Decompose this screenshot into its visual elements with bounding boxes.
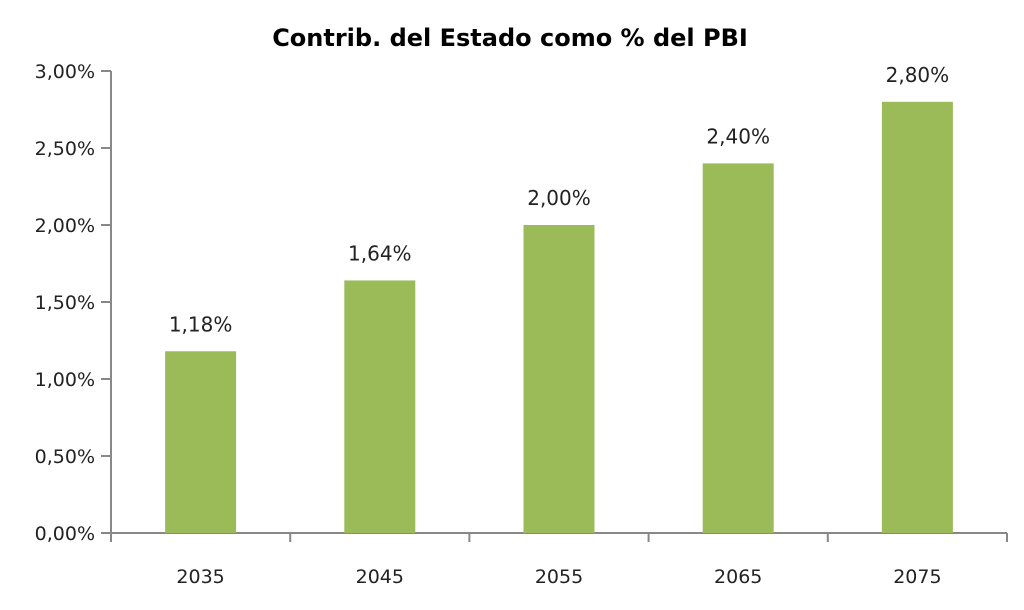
x-tick-label: 2065 [714, 566, 762, 588]
x-tick-label: 2035 [176, 566, 224, 588]
x-tick-label: 2055 [535, 566, 583, 588]
bar-2045 [344, 280, 416, 533]
bar-2035 [165, 351, 237, 533]
x-axis: 2035 2045 2055 2065 2075 [110, 532, 1008, 588]
y-tick-label: 1,50% [35, 292, 95, 314]
bar-2075 [881, 101, 953, 534]
y-tick-label: 0,50% [35, 446, 95, 468]
data-label: 1,64% [348, 241, 412, 265]
bars: 1,18% 1,64% 2,00% 2,40% 2,80% [165, 63, 953, 534]
y-tick-label: 2,00% [35, 215, 95, 237]
x-tick-label: 2075 [893, 566, 941, 588]
data-label: 2,80% [886, 63, 950, 87]
y-tick-label: 3,00% [35, 61, 95, 83]
y-axis: 0,00% 0,50% 1,00% 1,50% 2,00% 2,50% 3,00% [35, 61, 112, 545]
bar-2055 [523, 225, 595, 533]
y-tick-label: 1,00% [35, 369, 95, 391]
bar-2065 [702, 163, 774, 533]
data-label: 2,40% [706, 124, 770, 148]
chart-title: Contrib. del Estado como % del PBI [272, 24, 748, 52]
x-tick-label: 2045 [356, 566, 404, 588]
y-tick-label: 0,00% [35, 523, 95, 545]
data-label: 2,00% [527, 186, 591, 210]
y-tick-label: 2,50% [35, 138, 95, 160]
data-label: 1,18% [169, 312, 233, 336]
